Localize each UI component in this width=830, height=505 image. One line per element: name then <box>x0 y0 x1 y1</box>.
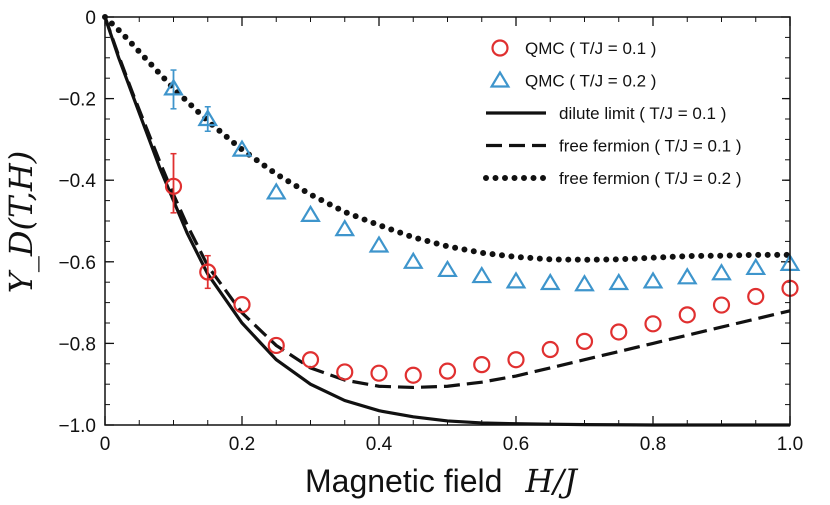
triangle-marker <box>608 272 630 291</box>
circle-marker <box>507 351 525 369</box>
tick-labels: 0 0.2 0.4 0.6 0.8 1.0 −1.0 −0.8 −0.6 −0.4 −0.2 0 <box>58 8 803 455</box>
circle-marker <box>370 364 388 382</box>
y-tick-label: 0 <box>85 8 96 29</box>
circle-marker <box>678 306 696 324</box>
triangle-marker <box>437 259 458 278</box>
x-tick-label: 0.4 <box>366 434 393 455</box>
circle-marker <box>438 362 457 380</box>
triangle-marker <box>676 267 698 285</box>
legend-circle-marker <box>491 39 509 57</box>
circle-marker <box>164 177 183 195</box>
circle-marker <box>404 366 422 384</box>
x-tick-label: 0 <box>100 434 111 455</box>
line-dashed-series <box>103 16 791 390</box>
legend-triangle-marker <box>489 70 511 88</box>
circle-marker <box>541 340 559 359</box>
legend-label: QMC ( T/J = 0.1 ) <box>525 39 656 58</box>
triangle-marker <box>539 272 561 291</box>
circle-marker <box>575 332 594 350</box>
x-axis-label-text: Magnetic field <box>305 463 502 499</box>
circle-marker <box>199 263 217 281</box>
y-axis-title: Y_D(T,H) <box>2 151 40 293</box>
y-tick-label: −0.4 <box>58 171 96 192</box>
triangle-marker <box>505 271 527 289</box>
y-tick-label: −1.0 <box>58 416 96 437</box>
circle-marker <box>301 351 320 369</box>
triangle-marker <box>402 251 424 269</box>
triangle-marker <box>334 219 356 237</box>
x-tick-label: 0.8 <box>640 434 666 455</box>
y-tick-label: −0.2 <box>58 90 96 111</box>
triangle-marker <box>300 204 321 222</box>
y-tick-label: −0.8 <box>58 334 96 355</box>
y-tick-label: −0.6 <box>58 253 96 274</box>
triangle-marker <box>197 108 219 127</box>
circle-marker <box>747 287 765 306</box>
x-tick-label: 0.6 <box>503 434 529 455</box>
circle-marker <box>610 323 628 341</box>
circle-marker <box>473 356 491 374</box>
x-tick-label: 1.0 <box>777 434 803 455</box>
circle-marker <box>267 336 285 355</box>
legend-label: free fermion ( T/J = 0.2 ) <box>559 169 742 188</box>
x-tick-label: 0.2 <box>229 434 255 455</box>
x-axis-math: H/J <box>524 462 579 500</box>
triangle-marker <box>368 235 390 253</box>
triangle-marker <box>745 257 767 276</box>
line-dotted-series <box>102 14 793 263</box>
circle-marker <box>712 296 731 314</box>
triangle-marker <box>574 274 595 292</box>
triangle-marker <box>471 265 493 284</box>
legend-label: QMC ( T/J = 0.2 ) <box>525 72 656 91</box>
triangle-marker <box>163 78 184 96</box>
legend-label: free fermion ( T/J = 0.1 ) <box>559 137 742 156</box>
triangle-marker <box>642 271 664 289</box>
plot-frame <box>104 16 791 426</box>
triangle-marker <box>711 263 732 281</box>
triangle-marker <box>231 139 253 157</box>
legend-label: dilute limit ( T/J = 0.1 ) <box>559 104 726 123</box>
circle-marker <box>336 363 354 381</box>
legend: QMC ( T/J = 0.1 ) QMC ( T/J = 0.2 ) dilute… <box>470 32 782 192</box>
circle-marker <box>233 296 251 314</box>
x-axis-title: Magnetic field H/J <box>305 462 579 500</box>
triangle-marker <box>265 182 287 200</box>
circle-marker <box>644 315 662 333</box>
